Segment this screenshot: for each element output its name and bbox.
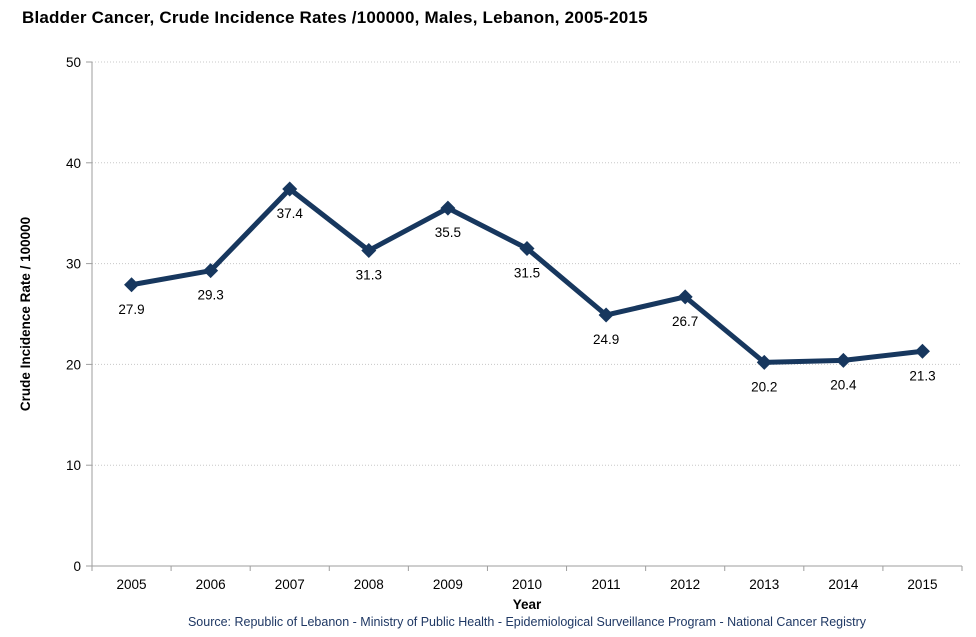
data-point-marker	[914, 343, 930, 359]
x-tick-label: 2006	[196, 577, 226, 592]
data-point-label: 31.3	[356, 267, 382, 282]
x-tick-label: 2008	[354, 577, 384, 592]
data-point-marker	[677, 289, 693, 305]
y-tick-label: 0	[73, 559, 81, 574]
data-point-marker	[519, 240, 535, 256]
y-tick-label: 10	[66, 458, 81, 473]
x-tick-label: 2015	[907, 577, 937, 592]
y-tick-label: 50	[66, 55, 81, 70]
data-point-label: 27.9	[118, 302, 144, 317]
data-point-marker	[124, 277, 140, 293]
x-tick-label: 2009	[433, 577, 463, 592]
x-tick-label: 2007	[275, 577, 305, 592]
y-axis-title: Crude Incidence Rate / 100000	[18, 217, 33, 411]
data-point-label: 20.4	[830, 377, 857, 392]
data-point-marker	[203, 263, 219, 279]
x-tick-label: 2012	[670, 577, 700, 592]
data-point-marker	[835, 352, 851, 368]
data-point-label: 20.2	[751, 379, 777, 394]
y-tick-label: 30	[66, 257, 81, 272]
data-point-label: 35.5	[435, 225, 461, 240]
y-tick-label: 40	[66, 156, 81, 171]
data-point-label: 24.9	[593, 332, 619, 347]
data-point-label: 37.4	[277, 206, 304, 221]
x-tick-label: 2011	[592, 577, 621, 592]
data-point-marker	[598, 307, 614, 323]
data-point-label: 21.3	[909, 368, 935, 383]
y-tick-label: 20	[66, 357, 81, 372]
x-tick-label: 2010	[512, 577, 542, 592]
data-point-label: 26.7	[672, 314, 698, 329]
data-point-marker	[756, 354, 772, 370]
x-tick-label: 2005	[117, 577, 147, 592]
x-tick-label: 2014	[828, 577, 859, 592]
data-point-marker	[361, 242, 377, 258]
chart-title: Bladder Cancer, Crude Incidence Rates /1…	[22, 8, 648, 27]
data-point-label: 31.5	[514, 265, 540, 280]
data-point-label: 29.3	[197, 288, 223, 303]
x-tick-label: 2013	[749, 577, 779, 592]
data-point-marker	[282, 181, 298, 197]
source-citation: Source: Republic of Lebanon - Ministry o…	[187, 615, 867, 629]
x-axis-title: Year	[512, 597, 542, 612]
data-point-marker	[440, 200, 456, 216]
